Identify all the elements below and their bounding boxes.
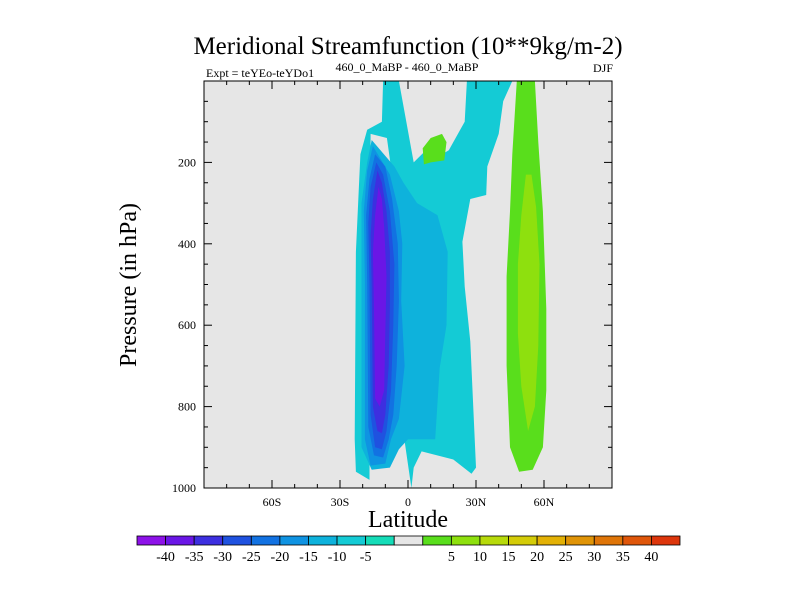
x-tick-label: 30S xyxy=(331,495,350,509)
colorbar-swatch xyxy=(193,535,224,546)
colorbar-label: 35 xyxy=(616,550,630,565)
x-axis-label: Latitude xyxy=(368,507,448,533)
contour-region-6 xyxy=(372,186,387,407)
colorbar-label: -30 xyxy=(213,550,232,565)
colorbar-swatch xyxy=(651,535,681,546)
chart-title: Meridional Streamfunction (10**9kg/m-2) xyxy=(193,33,622,60)
x-tick-label: 60N xyxy=(534,495,555,509)
colorbar-swatch xyxy=(308,535,338,546)
colorbar-label: 15 xyxy=(502,550,516,565)
y-tick-label: 600 xyxy=(178,318,196,332)
colorbar-label: -40 xyxy=(156,550,175,565)
colorbar-swatch xyxy=(622,535,652,546)
x-axis: 60S 30S 0 30N 60N xyxy=(203,81,613,509)
colorbar-swatch xyxy=(279,535,309,546)
y-tick-label: 1000 xyxy=(172,481,196,495)
colorbar-label: 25 xyxy=(559,550,573,565)
x-tick-label: 30N xyxy=(466,495,487,509)
colorbar-label: -25 xyxy=(242,550,261,565)
comparison-label: 460_0_MaBP - 460_0_MaBP xyxy=(336,60,479,74)
colorbar-swatch xyxy=(136,535,166,546)
colorbar-label: -10 xyxy=(328,550,347,565)
colorbar: -40 -35 -30 -25 -20 -15 -10 -5 5 10 15 20 25 30 35 40 xyxy=(136,535,681,565)
colorbar-swatch xyxy=(593,535,624,546)
colorbar-swatch xyxy=(450,535,481,546)
colorbar-label: 40 xyxy=(644,550,658,565)
colorbar-swatch xyxy=(165,535,195,546)
colorbar-swatch xyxy=(336,535,367,546)
y-tick-label: 400 xyxy=(178,237,196,251)
colorbar-label: 20 xyxy=(530,550,544,565)
colorbar-swatch xyxy=(479,535,509,546)
colorbar-swatch xyxy=(222,535,252,546)
y-tick-label: 800 xyxy=(178,400,196,414)
colorbar-label: -5 xyxy=(360,550,372,565)
colorbar-swatch xyxy=(393,535,424,546)
y-axis-label: Pressure (in hPa) xyxy=(116,203,142,367)
contour-regions xyxy=(354,81,547,488)
y-tick-label: 200 xyxy=(178,155,196,169)
contour-region-9 xyxy=(422,133,447,165)
colorbar-swatch xyxy=(365,535,395,546)
season-label: DJF xyxy=(593,61,613,75)
colorbar-label: -35 xyxy=(185,550,204,565)
contour-region-8 xyxy=(517,174,540,431)
colorbar-swatch xyxy=(508,535,538,546)
y-axis: 200 400 600 800 1000 xyxy=(172,80,612,495)
colorbar-label: -15 xyxy=(299,550,318,565)
colorbar-swatch xyxy=(565,535,595,546)
x-tick-label: 60S xyxy=(263,495,282,509)
colorbar-label: -20 xyxy=(271,550,290,565)
colorbar-label: 10 xyxy=(473,550,487,565)
colorbar-swatch xyxy=(250,535,281,546)
colorbar-swatch xyxy=(536,535,567,546)
colorbar-swatch xyxy=(422,535,452,546)
colorbar-label: 5 xyxy=(448,550,455,565)
experiment-label: Expt = teYEo-teYDo1 xyxy=(206,66,314,80)
colorbar-label: 30 xyxy=(587,550,601,565)
x-tick-label: 0 xyxy=(405,495,411,509)
